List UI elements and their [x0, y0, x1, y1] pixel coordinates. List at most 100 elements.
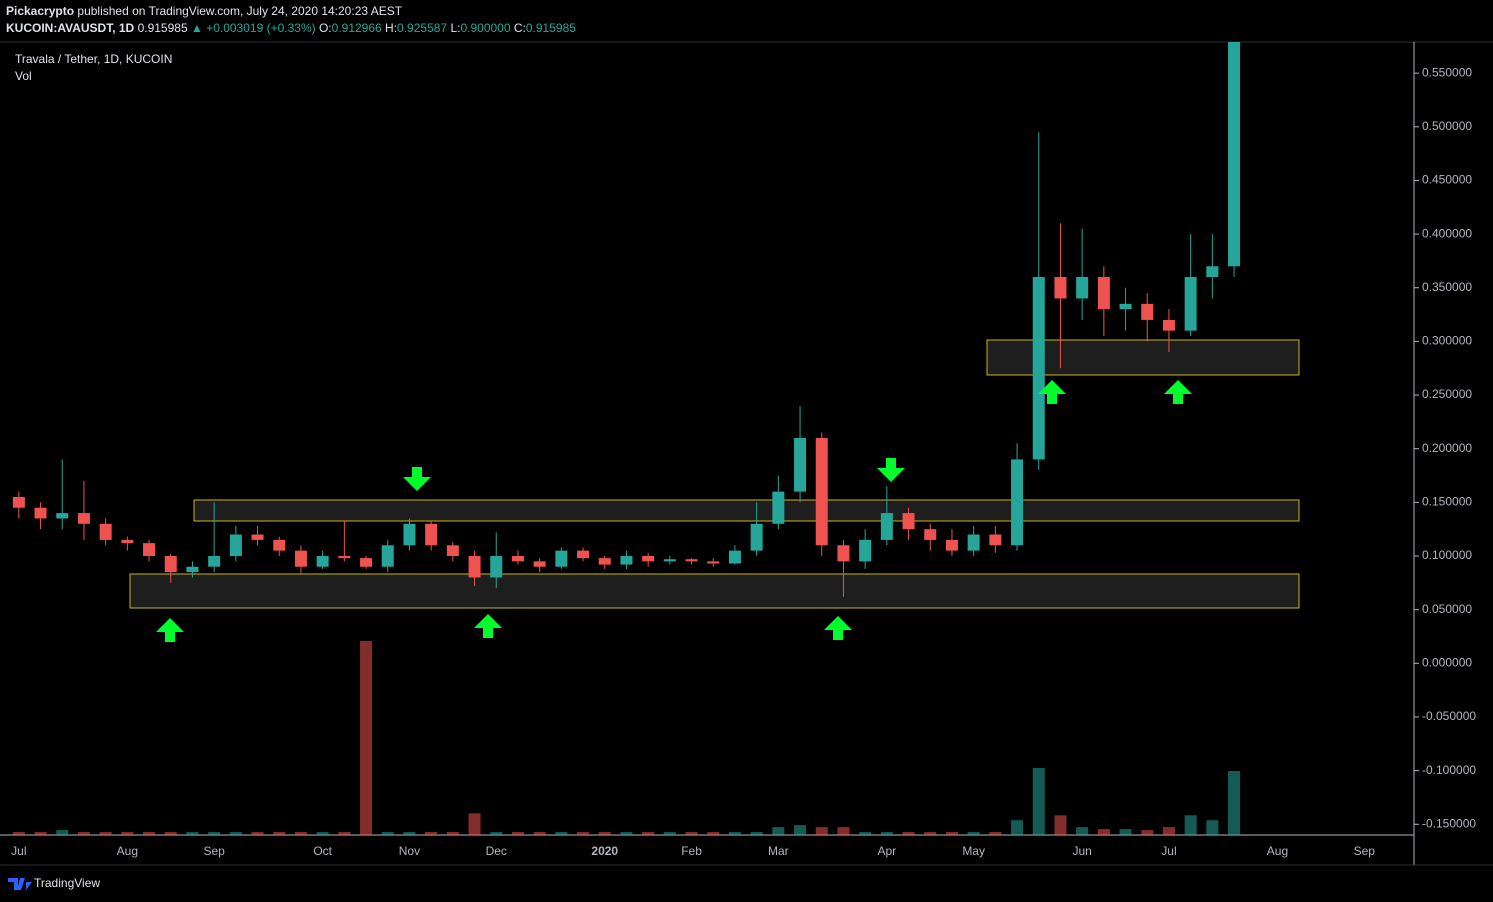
- up-arrow: [156, 618, 184, 642]
- up-arrow: [1038, 380, 1066, 404]
- ohlc-key: C:: [514, 21, 526, 35]
- y-tick-label: 0.350000: [1422, 280, 1472, 294]
- candle-body: [56, 513, 69, 519]
- volume-bar: [229, 832, 242, 835]
- volume-bar: [772, 827, 785, 835]
- volume-bar: [425, 832, 438, 835]
- x-tick-label: Feb: [681, 844, 702, 858]
- volume-bar: [1228, 770, 1241, 835]
- volume-bar: [1054, 815, 1067, 835]
- x-tick-label: Oct: [313, 844, 332, 858]
- header-line-1: Pickacrypto published on TradingView.com…: [6, 4, 403, 18]
- candle-body: [945, 539, 958, 551]
- candle-body: [750, 523, 763, 551]
- volume-bar: [99, 832, 112, 835]
- volume-bar: [1141, 830, 1154, 835]
- volume-bar: [685, 832, 698, 835]
- candle-body: [598, 558, 611, 565]
- ohlc-key: H:: [385, 21, 397, 35]
- y-tick-label: 0.450000: [1422, 173, 1472, 187]
- volume-bar: [511, 832, 524, 835]
- published: published on TradingView.com, July 24, 2…: [77, 4, 402, 18]
- publisher: Pickacrypto: [6, 4, 74, 18]
- x-tick-label: Nov: [399, 844, 420, 858]
- volume-bar: [446, 832, 459, 835]
- volume-bar: [490, 832, 503, 835]
- volume-bar: [34, 832, 47, 835]
- volume-bar: [294, 832, 307, 835]
- candle-body: [360, 558, 373, 567]
- volume-bar: [1119, 829, 1132, 835]
- candle-body: [164, 556, 177, 573]
- volume-bar: [1032, 768, 1045, 835]
- brand: TradingView: [34, 876, 100, 890]
- y-tick-label: -0.150000: [1422, 816, 1476, 830]
- candle-body: [251, 534, 264, 540]
- candle-body: [620, 556, 633, 565]
- candle-body: [381, 545, 394, 567]
- y-tick-label: 0.050000: [1422, 602, 1472, 616]
- volume-bar: [1184, 815, 1197, 835]
- volume-bar: [859, 832, 872, 835]
- candle-body: [12, 496, 25, 508]
- candle-body: [468, 556, 481, 578]
- candle-body: [1054, 277, 1067, 299]
- volume-bar: [902, 832, 915, 835]
- x-tick-label: Jul: [11, 844, 26, 858]
- up-arrow: [1164, 380, 1192, 404]
- candle-body: [989, 534, 1002, 546]
- candle-body: [1032, 277, 1045, 460]
- volume-bar: [273, 832, 286, 835]
- candle-body: [511, 556, 524, 562]
- candle-body: [663, 559, 676, 562]
- volume-bar: [620, 832, 633, 835]
- volume-bar: [1097, 829, 1110, 835]
- up-arrow: [474, 614, 502, 638]
- candle-body: [794, 437, 807, 492]
- volume-bar: [924, 832, 937, 835]
- volume-bar: [381, 832, 394, 835]
- volume-bar: [1206, 820, 1219, 835]
- x-tick-label: Mar: [768, 844, 789, 858]
- y-tick-label: 0.500000: [1422, 119, 1472, 133]
- candle-body: [924, 529, 937, 540]
- volume-bar: [468, 813, 481, 835]
- candle-body: [208, 556, 221, 567]
- volume-bar: [251, 832, 264, 835]
- volume-bar: [707, 832, 720, 835]
- volume-bar: [577, 832, 590, 835]
- volume-bar: [750, 832, 763, 835]
- volume-bar: [837, 827, 850, 835]
- symbol: KUCOIN:AVAUSDT, 1D: [6, 21, 135, 35]
- candle-body: [902, 513, 915, 530]
- volume-bar: [77, 832, 90, 835]
- candle-body: [1076, 277, 1089, 299]
- candle-body: [273, 539, 286, 551]
- volume-bar: [12, 832, 25, 835]
- volume-bar: [728, 832, 741, 835]
- candle-body: [316, 556, 329, 567]
- volume-bar: [208, 832, 221, 835]
- candle-body: [1228, 42, 1241, 267]
- candle-body: [1011, 459, 1024, 546]
- x-tick-label: Aug: [1267, 844, 1288, 858]
- candle-body: [1097, 277, 1110, 310]
- candle-body: [446, 545, 459, 557]
- volume-bar: [598, 832, 611, 835]
- y-tick-label: 0.150000: [1422, 495, 1472, 509]
- ohlc-key: L:: [450, 21, 460, 35]
- candle-body: [1206, 266, 1219, 278]
- x-tick-label: Sep: [1354, 844, 1376, 858]
- volume-bar: [316, 832, 329, 835]
- candle-body: [121, 539, 134, 544]
- volume-bar: [794, 825, 807, 835]
- volume-pane: [12, 640, 1241, 835]
- x-tick-label: Jul: [1161, 844, 1176, 858]
- y-tick-label: -0.100000: [1422, 763, 1476, 777]
- candle-body: [34, 507, 47, 519]
- x-tick-label: Sep: [203, 844, 225, 858]
- volume-bar: [663, 832, 676, 835]
- ohlc-value: 0.915985: [526, 21, 576, 35]
- candle-body: [533, 561, 546, 567]
